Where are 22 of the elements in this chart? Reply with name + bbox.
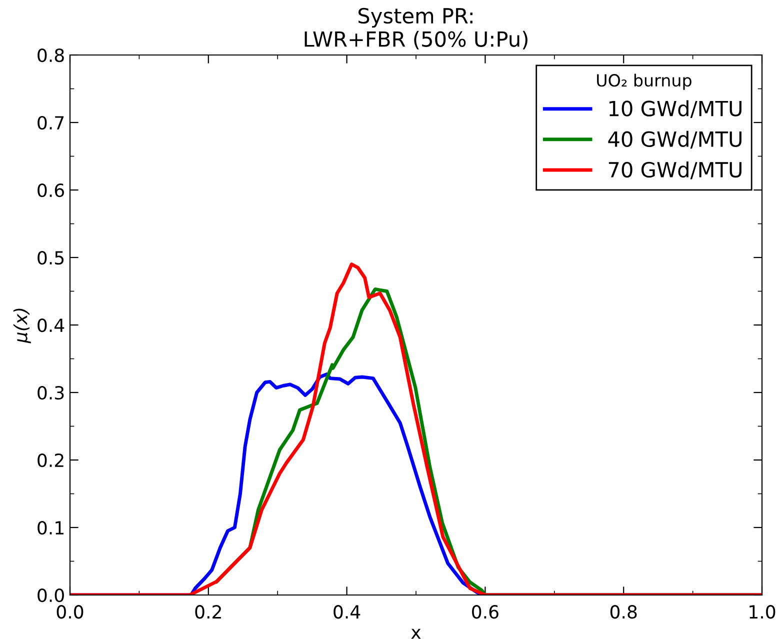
y-tick-label: 0.3 (38, 386, 64, 400)
x-tick-label: 1.0 (750, 605, 776, 619)
y-tick-label: 0.4 (38, 318, 64, 332)
y-tick-label: 0.7 (38, 116, 64, 130)
x-tick-label: 0.4 (334, 605, 360, 619)
chart-title: System PR: LWR+FBR (50% U:Pu) (304, 8, 528, 50)
x-axis-title: x (411, 628, 421, 639)
y-axis-title: μ(x) (13, 308, 31, 344)
y-tick-label: 0.1 (38, 520, 64, 535)
y-tick-label: 0.6 (38, 183, 64, 198)
y-tick-label: 0.8 (38, 48, 64, 62)
legend-title: UO₂ burnup (597, 74, 692, 90)
x-tick-label: 0.6 (472, 605, 498, 619)
legend-label: 10 GWd/MTU (609, 100, 742, 118)
x-tick-label: 0.2 (195, 605, 221, 619)
y-tick-label: 0.2 (38, 453, 64, 468)
x-tick-label: 0.0 (56, 605, 84, 619)
y-tick-label: 0.5 (38, 250, 64, 265)
legend-label: 70 GWd/MTU (608, 161, 742, 180)
legend-label: 40 GWd/MTU (608, 130, 742, 149)
y-tick-label: 0.0 (38, 588, 64, 602)
x-tick-label: 0.8 (610, 605, 637, 619)
